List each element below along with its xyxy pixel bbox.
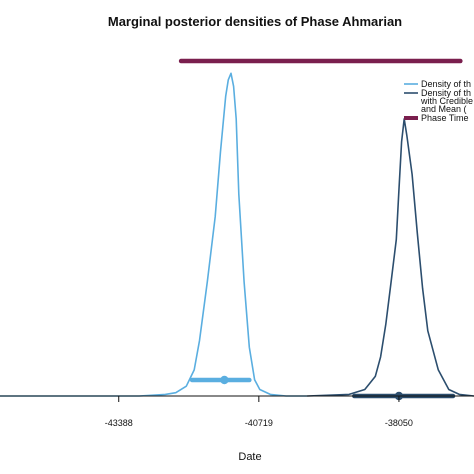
x-tick-label: -40719 xyxy=(245,418,273,428)
density-line-1 xyxy=(0,72,308,397)
plot-area xyxy=(0,58,474,401)
x-tick-label: -38050 xyxy=(385,418,413,428)
density-line-2 xyxy=(307,118,474,397)
legend-label: Phase Time xyxy=(421,113,469,123)
chart-title: Marginal posterior densities of Phase Ah… xyxy=(108,14,402,29)
legend-label: with Credible xyxy=(420,96,473,106)
legend-label: and Mean ( xyxy=(421,104,467,114)
x-axis-label: Date xyxy=(238,451,261,463)
legend-label: Density of th xyxy=(421,79,471,89)
legend-label: Density of th xyxy=(421,88,471,98)
x-axis-ticks: -43388 -40719 -38050 xyxy=(105,396,413,428)
mean-point-1 xyxy=(220,375,229,385)
x-tick-label: -43388 xyxy=(105,418,133,428)
